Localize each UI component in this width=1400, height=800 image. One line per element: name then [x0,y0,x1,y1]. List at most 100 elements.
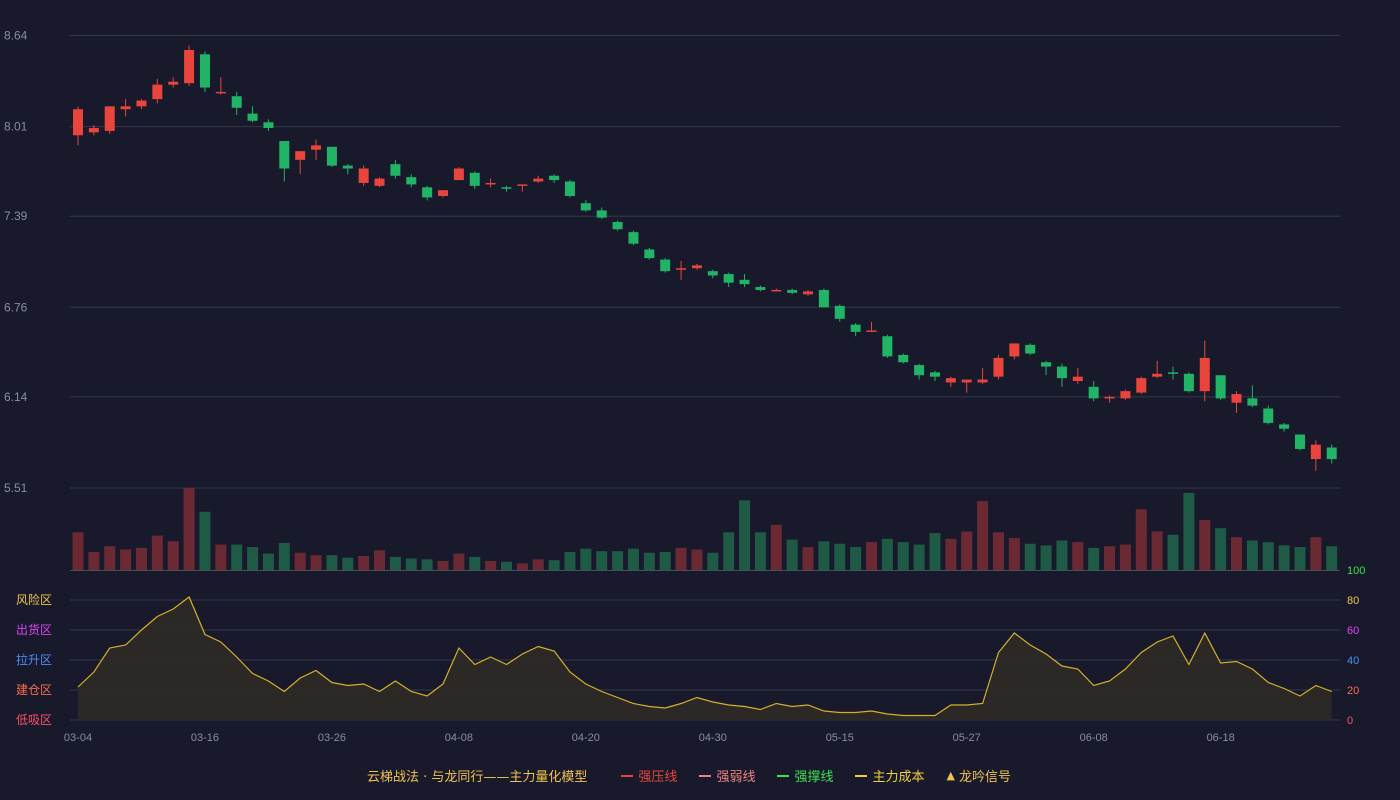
volume-bar [723,532,735,570]
volume-bar [1294,547,1306,570]
indicator-zone-label: 建仓区 [16,683,52,697]
candle-body [787,289,798,293]
volume-bar [358,556,370,570]
legend-item-main-cost[interactable]: 主力成本 [855,766,924,785]
price-tick-label: 8.64 [4,29,28,43]
candle-body [120,106,131,110]
volume-bar [866,542,877,570]
x-tick-label: 04-20 [572,732,600,744]
candle-body [866,330,877,332]
candle-body [469,172,480,186]
candle-body [342,165,353,169]
candle-body [1120,391,1131,399]
candle-body [1215,375,1226,399]
candle-body [676,268,687,270]
volume-bar [548,560,560,570]
volume-bar [199,511,211,570]
volume-bar [834,543,846,570]
candle-body [358,168,369,183]
volume-bar [262,553,274,570]
volume-bar [247,547,259,570]
candle-body [168,81,179,85]
candle-body [406,177,417,185]
candle-body [803,291,814,295]
volume-bar [643,552,655,570]
volume-bar [516,563,528,570]
indicator-zone-label: 低吸区 [16,713,52,727]
volume-bar [1135,509,1147,570]
candle-body [231,96,242,108]
volume-bar [1040,545,1052,570]
candle-body [1279,424,1290,429]
candle-body [295,151,306,160]
volume-bar [453,553,465,570]
candle-body [914,365,925,376]
legend-label-signal: 龙吟信号 [958,770,1011,785]
candle-body [1009,343,1020,357]
indicator-zone-label: 出货区 [16,622,52,637]
legend-swatch-main-cost [855,774,868,777]
legend-item-signal[interactable]: ▲ 龙吟信号 [946,766,1010,785]
volume-bar [1008,538,1020,570]
volume-bar [469,556,481,570]
volume-bar [532,559,544,570]
volume-bar [659,551,671,570]
candle-body [707,271,718,276]
price-tick-label: 5.51 [4,481,28,495]
candle-body [263,122,274,129]
candle-body [438,190,449,196]
volume-bar [120,549,132,570]
volume-bar [1183,492,1195,570]
volume-bar [770,524,782,570]
volume-bar [897,542,909,570]
candle-body [755,287,766,290]
indicator-tick-label: 40 [1347,655,1359,667]
indicator-tick-label: 0 [1347,715,1353,727]
legend-item-pressure-line[interactable]: 强压线 [621,766,677,785]
candle-body [739,279,750,285]
candle-body [1104,396,1115,399]
candle-body [961,379,972,383]
volume-bar [1326,546,1338,570]
volume-bar [389,556,401,570]
triangle-icon: ▲ [946,769,955,782]
volume-bar [961,531,973,570]
candle-body [104,106,115,131]
candle-body [1231,394,1242,403]
candle-body [374,178,385,186]
volume-bar [881,538,893,570]
candle-body [136,100,147,107]
candle-body [152,84,163,100]
candle-body [1168,372,1179,374]
volume-bar [421,559,433,570]
volume-bar [135,547,147,570]
legend-item-strength-line[interactable]: 强弱线 [699,766,755,785]
volume-bar [326,555,338,570]
candle-body [1072,376,1083,382]
candle-body [517,184,528,186]
volume-bar [612,551,624,570]
candle-body [945,378,956,383]
volume-bar [992,532,1004,570]
x-tick-label: 05-27 [953,732,981,744]
volume-bar [1167,534,1179,570]
candle-body [1152,373,1163,377]
volume-bar [72,532,84,570]
candle-body [501,187,512,189]
indicator-zone-label: 风险区 [16,592,52,607]
indicator-line [77,596,1332,717]
volume-bar [278,542,290,570]
candle-body [1136,378,1147,393]
volume-bar [913,544,925,570]
volume-bar [183,488,195,570]
legend-item-support-line[interactable]: 强撑线 [777,766,833,785]
x-tick-label: 06-08 [1080,732,1108,744]
candle-body [564,181,575,196]
indicator-area [78,597,1332,720]
candle-body [580,203,591,211]
candle-body [818,289,829,308]
volume-bar [1278,545,1290,570]
volume-bar [691,549,703,570]
candle-body [1247,398,1258,406]
x-tick-label: 03-04 [64,732,92,744]
